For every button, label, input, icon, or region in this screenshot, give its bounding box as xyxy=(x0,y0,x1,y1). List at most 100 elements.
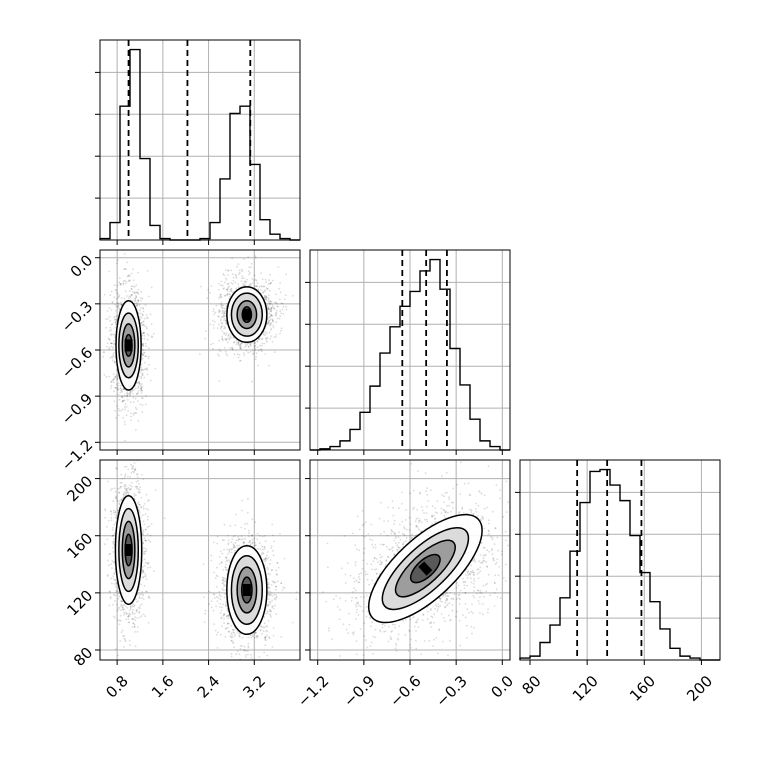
sample-point xyxy=(126,261,128,264)
sample-point xyxy=(250,656,253,659)
sample-point xyxy=(215,605,218,608)
sample-point xyxy=(145,328,148,330)
sample-point xyxy=(239,344,242,346)
sample-point xyxy=(247,270,250,273)
sample-point xyxy=(146,367,148,370)
sample-point xyxy=(264,331,267,333)
sample-point xyxy=(137,386,140,389)
sample-point xyxy=(114,568,116,571)
sample-point xyxy=(265,295,267,297)
sample-point xyxy=(250,266,252,268)
sample-point xyxy=(223,311,226,314)
sample-point xyxy=(134,300,137,302)
sample-point xyxy=(121,629,124,632)
sample-point xyxy=(249,343,252,346)
sample-point xyxy=(212,541,215,544)
sample-point xyxy=(223,332,226,334)
sample-point xyxy=(129,484,131,487)
sample-point xyxy=(134,645,137,648)
sample-point xyxy=(230,290,233,293)
sample-point xyxy=(140,316,143,319)
sample-point xyxy=(226,569,228,571)
sample-point xyxy=(124,483,126,486)
sample-point xyxy=(218,315,221,318)
sample-point xyxy=(120,605,122,608)
sample-point xyxy=(259,289,262,291)
sample-point xyxy=(220,325,223,328)
sample-point xyxy=(223,347,226,349)
sample-point xyxy=(243,346,246,348)
sample-point xyxy=(116,378,119,380)
sample-point xyxy=(125,489,127,492)
sample-point xyxy=(141,314,144,317)
sample-point xyxy=(133,624,136,626)
sample-point xyxy=(113,562,116,564)
sample-point xyxy=(140,299,143,302)
sample-point xyxy=(116,259,119,261)
sample-point xyxy=(115,648,117,651)
sample-point xyxy=(125,613,128,615)
sample-point xyxy=(241,277,244,280)
sample-point xyxy=(109,489,112,492)
sample-point xyxy=(146,518,149,521)
sample-point xyxy=(220,302,223,304)
sample-point xyxy=(275,594,278,597)
sample-point xyxy=(134,387,137,389)
sample-point xyxy=(149,540,152,543)
sample-point xyxy=(119,614,122,617)
sample-point xyxy=(147,596,150,599)
sample-point xyxy=(268,302,271,304)
sample-point xyxy=(223,333,226,335)
sample-point xyxy=(124,423,126,426)
sample-point xyxy=(137,606,140,609)
sample-point xyxy=(225,305,228,307)
sample-point xyxy=(109,597,112,600)
sample-point xyxy=(147,357,150,360)
sample-point xyxy=(261,344,263,347)
sample-point xyxy=(145,316,148,319)
sample-point xyxy=(131,611,134,614)
sample-point xyxy=(271,523,273,526)
sample-point xyxy=(120,284,122,286)
sample-point xyxy=(139,318,142,321)
sample-point xyxy=(137,400,139,402)
sample-point xyxy=(220,326,223,329)
sample-point xyxy=(237,342,240,345)
sample-point xyxy=(244,649,247,652)
sample-point xyxy=(223,317,226,320)
sample-point xyxy=(267,604,269,607)
sample-point xyxy=(123,420,126,423)
sample-point xyxy=(262,630,265,633)
sample-point xyxy=(274,598,277,601)
sample-point xyxy=(224,350,227,353)
sample-point xyxy=(268,331,271,334)
sample-point xyxy=(255,279,258,282)
sample-point xyxy=(265,296,268,299)
sample-point xyxy=(135,412,138,414)
sample-point xyxy=(116,291,118,294)
sample-point xyxy=(110,329,112,331)
sample-point xyxy=(230,636,232,639)
sample-point xyxy=(231,348,234,350)
sample-point xyxy=(260,625,263,628)
sample-point xyxy=(140,506,143,509)
sample-point xyxy=(130,412,132,415)
sample-point xyxy=(267,619,270,622)
sample-point xyxy=(210,600,213,602)
sample-point xyxy=(263,622,266,625)
sample-point xyxy=(212,348,214,350)
sample-point xyxy=(145,548,148,551)
sample-point xyxy=(225,338,228,340)
sample-point xyxy=(148,499,150,501)
sample-point xyxy=(120,282,122,285)
sample-point xyxy=(117,295,120,298)
sample-point xyxy=(118,623,121,626)
sample-point xyxy=(253,345,256,347)
sample-point xyxy=(111,347,114,350)
sample-point xyxy=(129,476,132,478)
sample-point xyxy=(124,475,127,477)
sample-point xyxy=(123,604,125,606)
sample-point xyxy=(106,538,109,541)
sample-point xyxy=(130,287,133,290)
sample-point xyxy=(123,399,126,402)
